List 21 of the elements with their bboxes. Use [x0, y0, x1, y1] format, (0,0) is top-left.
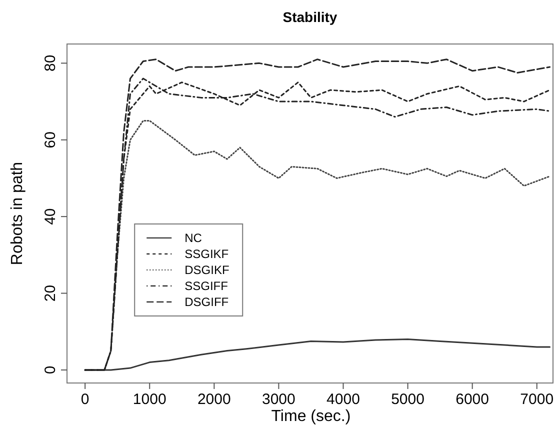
x-tick-label: 0: [80, 391, 90, 408]
y-tick-label: 0: [42, 366, 59, 374]
x-tick-label: 4000: [326, 391, 360, 408]
legend-label: DSGIKF: [184, 262, 230, 277]
legend-label: NC: [184, 230, 202, 245]
chart-title: Stability: [282, 9, 338, 25]
x-tick-label: 7000: [520, 391, 554, 408]
y-tick-label: 20: [42, 284, 59, 302]
y-tick-label: 60: [42, 132, 59, 148]
legend-label: DSGIFF: [184, 294, 229, 309]
x-axis-title: Time (sec.): [271, 408, 351, 425]
x-tick-label: 6000: [456, 391, 490, 408]
x-tick-label: 5000: [391, 391, 424, 408]
y-axis-title: Robots in path: [9, 162, 26, 266]
legend-label: SSGIFF: [184, 278, 228, 293]
x-tick-label: 1000: [132, 391, 166, 408]
y-tick-label: 40: [42, 208, 59, 225]
y-tick-label: 80: [42, 54, 59, 72]
x-tick-label: 3000: [262, 391, 296, 408]
x-tick-label: 2000: [197, 391, 231, 408]
legend-label: SSGIKF: [184, 246, 229, 261]
